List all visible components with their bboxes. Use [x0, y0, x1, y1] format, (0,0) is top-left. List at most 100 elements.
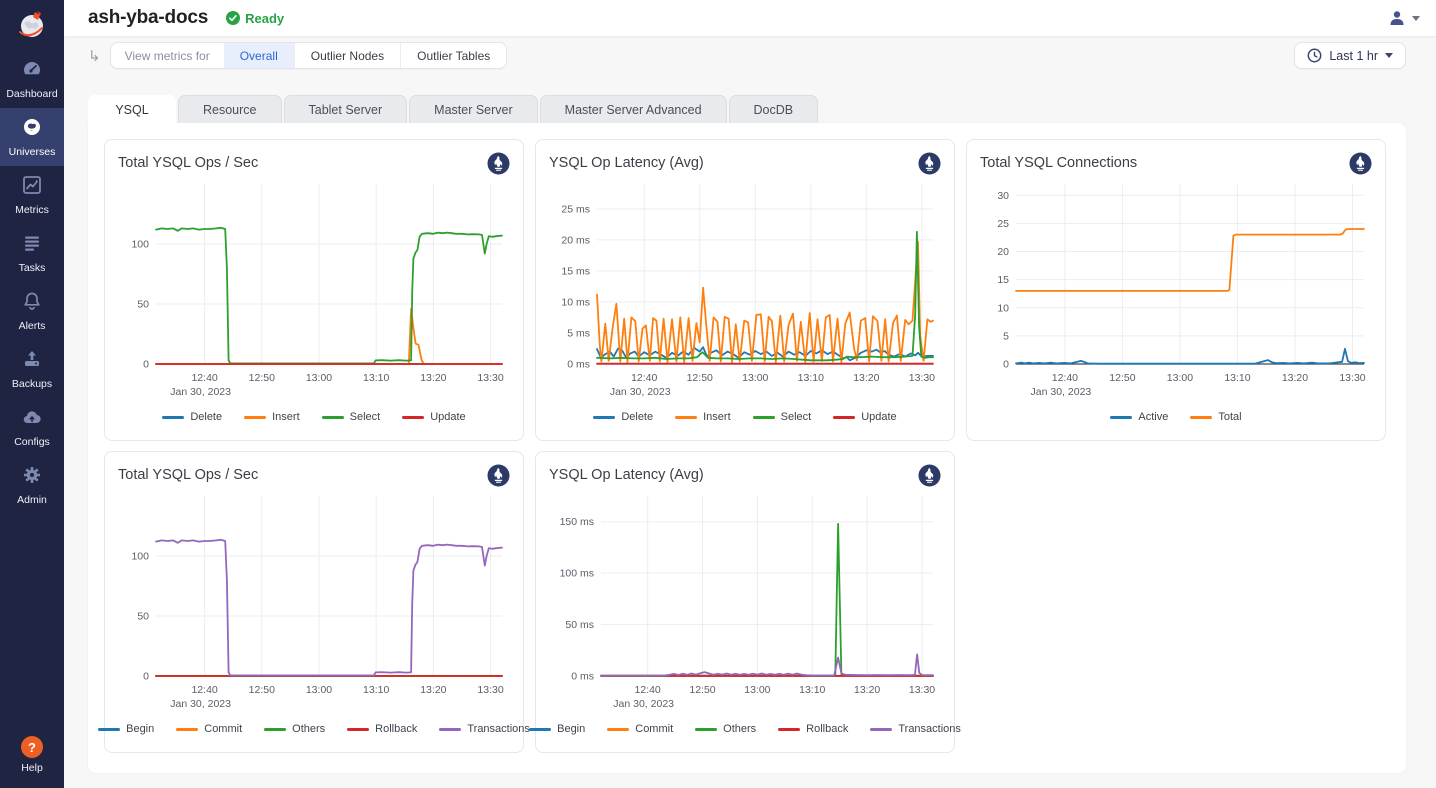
svg-text:12:40: 12:40 — [191, 684, 217, 696]
legend-swatch — [244, 415, 267, 419]
prometheus-icon[interactable] — [918, 152, 941, 175]
legend-label: Begin — [557, 723, 586, 735]
sidebar-item-universes[interactable]: Universes — [0, 108, 64, 166]
scope-tab-overall[interactable]: Overall — [223, 43, 294, 68]
legend-swatch — [778, 727, 801, 731]
sidebar-item-label: Dashboard — [6, 87, 58, 100]
series-insert — [155, 307, 503, 365]
svg-text:13:20: 13:20 — [854, 684, 880, 696]
chart-card-total-ysql-ops-sec-0: Total YSQL Ops / Sec 0 50 100 12:40 12:50 13:0… — [104, 139, 524, 441]
charts-grid: Total YSQL Ops / Sec 0 50 100 12:40 12:50 13:0… — [98, 139, 1390, 753]
legend-label: Select — [780, 411, 812, 423]
svg-text:10 ms: 10 ms — [561, 296, 590, 308]
svg-text:13:30: 13:30 — [1339, 372, 1365, 384]
svg-text:13:10: 13:10 — [798, 372, 824, 384]
legend-label: Commit — [204, 723, 243, 735]
legend-swatch — [833, 415, 856, 419]
legend-item-transactions[interactable]: Transactions — [870, 723, 961, 735]
sidebar-item-label: Universes — [8, 145, 56, 158]
sidebar-item-help[interactable]: ? Help — [0, 722, 64, 788]
tab-resource[interactable]: Resource — [178, 95, 282, 123]
legend-item-commit[interactable]: Commit — [607, 723, 673, 735]
legend-item-delete[interactable]: Delete — [162, 411, 222, 423]
tab-ysql[interactable]: YSQL — [88, 95, 176, 123]
tab-docdb[interactable]: DocDB — [728, 95, 819, 123]
time-range-label: Last 1 hr — [1329, 48, 1378, 63]
sidebar-item-configs[interactable]: Configs — [0, 398, 64, 456]
sidebar-item-alerts[interactable]: Alerts — [0, 282, 64, 340]
legend-item-rollback[interactable]: Rollback — [347, 723, 417, 735]
chart-header: YSQL Op Latency (Avg) — [549, 462, 941, 488]
sidebar-item-dashboard[interactable]: Dashboard — [0, 50, 64, 108]
svg-text:12:40: 12:40 — [1052, 372, 1078, 384]
legend-label: Rollback — [806, 723, 849, 735]
svg-text:12:40: 12:40 — [191, 372, 217, 384]
svg-text:15: 15 — [997, 274, 1009, 286]
legend-item-select[interactable]: Select — [321, 411, 380, 423]
chart-title: YSQL Op Latency (Avg) — [549, 467, 704, 483]
chart-title: Total YSQL Connections — [980, 155, 1138, 171]
check-circle-icon — [226, 11, 241, 25]
return-arrow-icon: ↳ — [88, 48, 101, 65]
legend-item-update[interactable]: Update — [402, 411, 466, 423]
svg-text:25: 25 — [997, 218, 1009, 230]
prometheus-icon[interactable] — [918, 464, 941, 487]
prometheus-icon[interactable] — [487, 464, 510, 487]
dashboard-icon — [22, 59, 42, 84]
sidebar-item-tasks[interactable]: Tasks — [0, 224, 64, 282]
legend-item-select[interactable]: Select — [752, 411, 812, 423]
legend-item-commit[interactable]: Commit — [176, 723, 242, 735]
svg-text:50: 50 — [137, 611, 149, 623]
tab-tablet-server[interactable]: Tablet Server — [283, 95, 408, 123]
help-icon: ? — [21, 736, 43, 758]
legend-item-begin[interactable]: Begin — [529, 723, 585, 735]
legend-item-others[interactable]: Others — [695, 723, 756, 735]
prometheus-icon[interactable] — [1349, 152, 1372, 175]
legend-item-active[interactable]: Active — [1110, 411, 1168, 423]
legend-item-insert[interactable]: Insert — [675, 411, 731, 423]
chevron-down-icon — [1385, 53, 1393, 58]
legend-item-begin[interactable]: Begin — [98, 723, 154, 735]
chart-title: Total YSQL Ops / Sec — [118, 467, 259, 483]
legend-item-delete[interactable]: Delete — [593, 411, 653, 423]
legend-swatch — [675, 415, 698, 419]
legend-item-transactions[interactable]: Transactions — [439, 723, 530, 735]
svg-text:50 ms: 50 ms — [565, 619, 594, 631]
legend-label: Update — [861, 411, 897, 423]
top-header: ash-yba-docs Ready — [64, 0, 1436, 36]
backups-icon — [22, 349, 42, 374]
scope-tab-outlier-nodes[interactable]: Outlier Nodes — [293, 43, 401, 68]
sidebar-item-backups[interactable]: Backups — [0, 340, 64, 398]
prometheus-icon[interactable] — [487, 152, 510, 175]
legend-label: Update — [430, 411, 466, 423]
sidebar-item-admin[interactable]: Admin — [0, 456, 64, 514]
svg-text:150 ms: 150 ms — [560, 516, 594, 528]
svg-text:0 ms: 0 ms — [567, 359, 590, 371]
legend-item-update[interactable]: Update — [833, 411, 897, 423]
legend-item-insert[interactable]: Insert — [244, 411, 300, 423]
legend-item-rollback[interactable]: Rollback — [778, 723, 848, 735]
yugabyte-logo-icon[interactable] — [0, 0, 64, 50]
chart-card-ysql-op-latency-avg--1: YSQL Op Latency (Avg) 0 ms 5 ms 10 ms 15 ms 2… — [535, 139, 955, 441]
legend-item-others[interactable]: Others — [264, 723, 325, 735]
svg-text:13:00: 13:00 — [744, 684, 770, 696]
svg-text:30: 30 — [997, 190, 1009, 202]
configs-icon — [22, 407, 42, 432]
tab-master-server-advanced[interactable]: Master Server Advanced — [539, 95, 727, 123]
sidebar-item-metrics[interactable]: Metrics — [0, 166, 64, 224]
legend-label: Others — [292, 723, 326, 735]
chart-legend: Begin Commit Others Rollback Transactions — [98, 723, 530, 735]
time-range-selector[interactable]: Last 1 hr — [1294, 42, 1406, 69]
legend-swatch — [1110, 415, 1133, 419]
tab-master-server[interactable]: Master Server — [409, 95, 538, 123]
sidebar-item-label: Backups — [11, 377, 53, 390]
user-menu[interactable] — [1388, 9, 1420, 27]
scope-tab-outlier-tables[interactable]: Outlier Tables — [400, 43, 507, 68]
svg-text:15 ms: 15 ms — [561, 265, 590, 277]
chart-plot: 0 50 100 12:40 12:50 13:00 13:10 13:20 13:30 Jan … — [131, 496, 504, 710]
chart-card-total-ysql-ops-sec-3: Total YSQL Ops / Sec 0 50 100 12:40 12:50 13:0… — [98, 451, 530, 753]
legend-item-total[interactable]: Total — [1190, 411, 1242, 423]
svg-text:0 ms: 0 ms — [571, 671, 594, 683]
legend-swatch — [870, 727, 893, 731]
chart-legend: Delete Insert Select Update — [118, 411, 510, 423]
